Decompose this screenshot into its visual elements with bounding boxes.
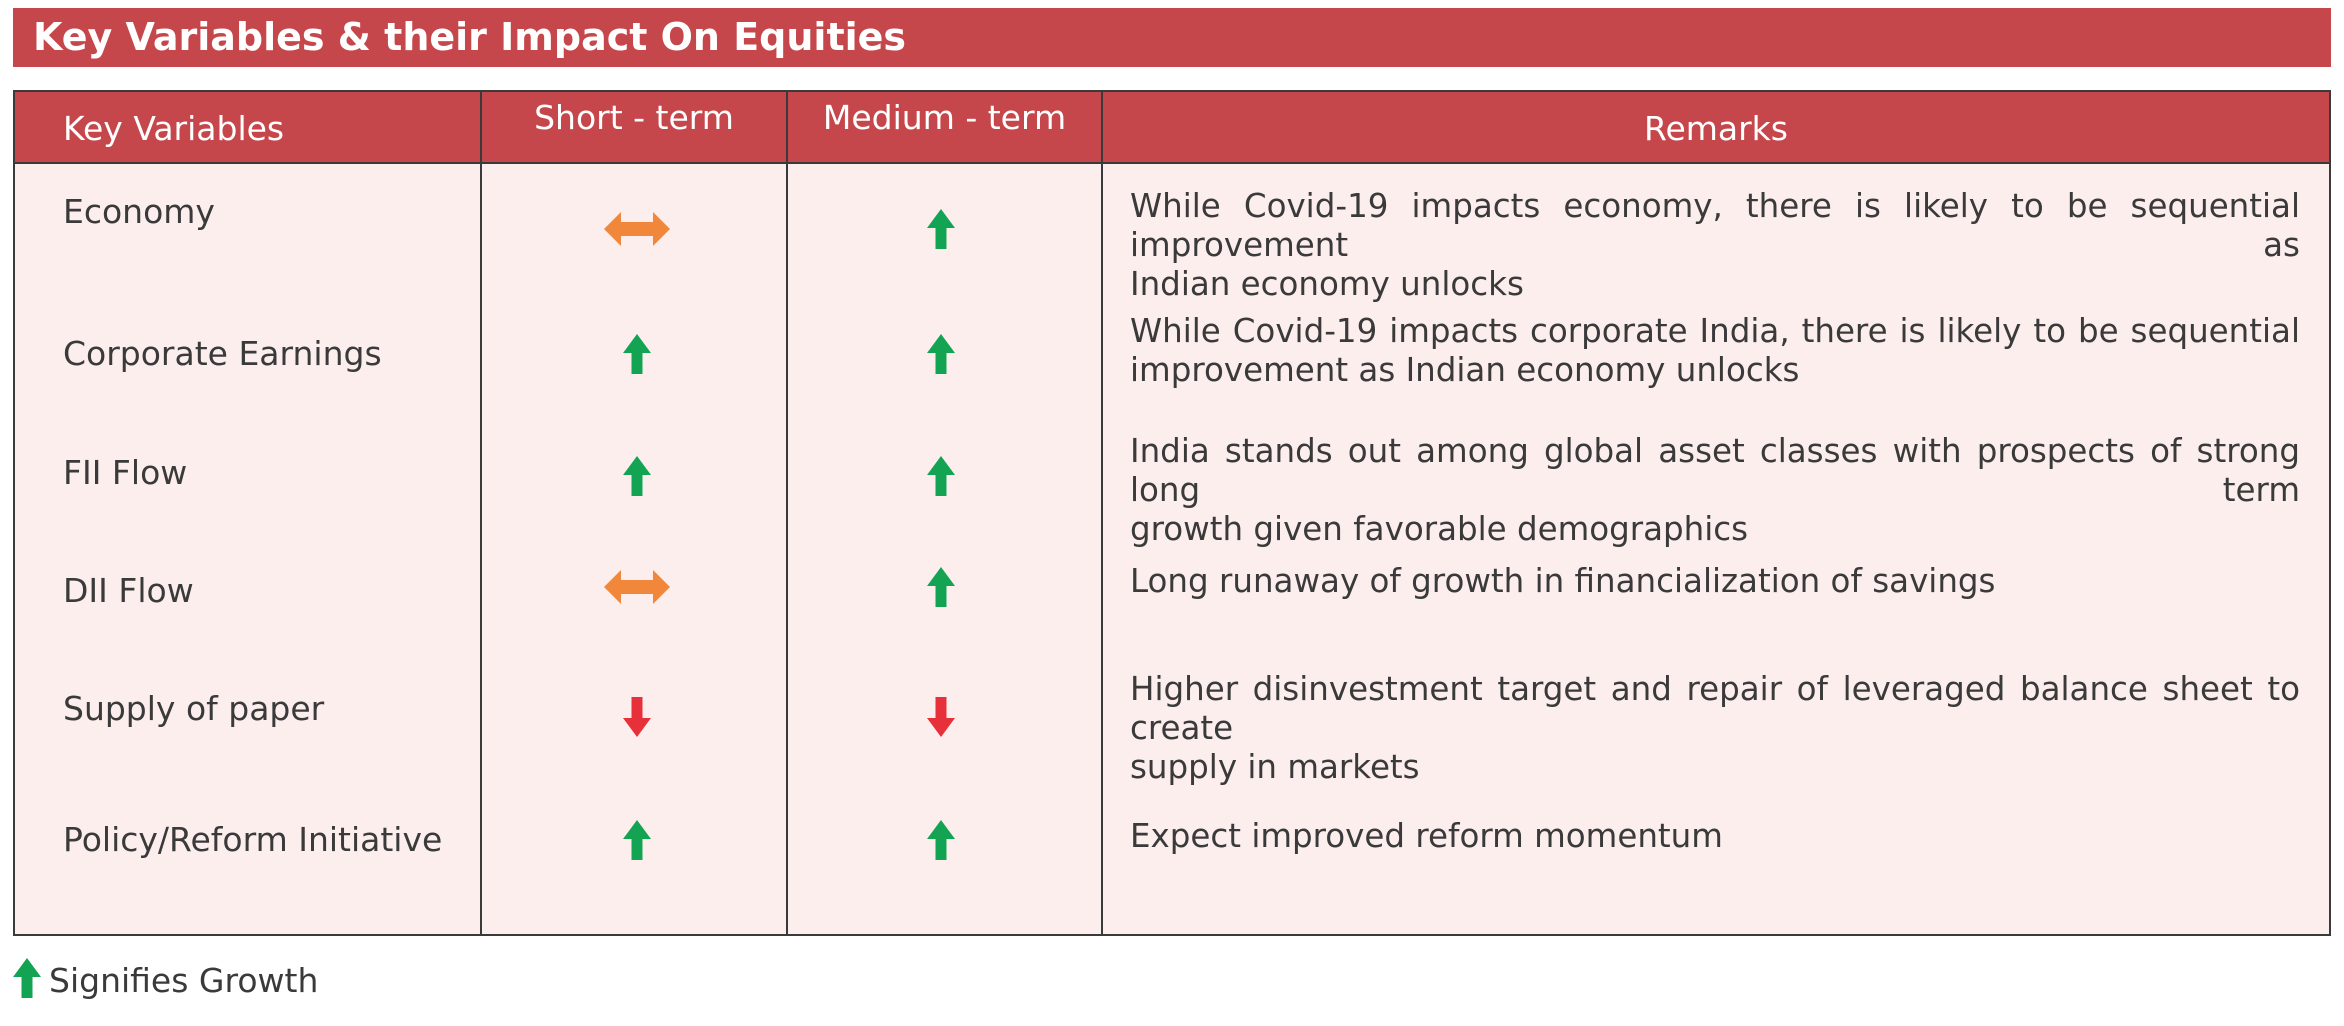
table-header — [15, 92, 2329, 164]
remark-line: Indian economy unlocks — [1130, 265, 1524, 303]
remark-line: Higher disinvestment target and repair o… — [1130, 670, 2300, 747]
row-variable: FII Flow — [63, 453, 188, 492]
column-divider — [786, 92, 788, 934]
row-remark: Higher disinvestment target and repair o… — [1130, 670, 2300, 787]
remark-line: While Covid-19 impacts economy, there is… — [1130, 187, 2300, 264]
row-remark: While Covid-19 impacts economy, there is… — [1130, 187, 2300, 304]
remark-line: Long runaway of growth in financializati… — [1130, 562, 1996, 600]
down-arrow-icon — [623, 697, 651, 741]
up-arrow-icon — [927, 209, 955, 253]
row-remark: Long runaway of growth in financializati… — [1130, 562, 2300, 601]
column-divider — [480, 92, 482, 934]
up-arrow-icon — [623, 334, 651, 378]
row-variable: Policy/Reform Initiative — [63, 820, 443, 859]
row-remark: While Covid-19 impacts corporate India, … — [1130, 312, 2300, 390]
row-variable: DII Flow — [63, 571, 194, 610]
left-right-arrow-icon — [604, 570, 670, 608]
page-title: Key Variables & their Impact On Equities — [13, 8, 2331, 67]
remark-line: improvement as Indian economy unlocks — [1130, 351, 1800, 389]
legend: Signifies Growth — [13, 958, 318, 1002]
up-arrow-icon — [927, 567, 955, 611]
remark-line: Expect improved reform momentum — [1130, 817, 1723, 855]
remark-line: growth given favorable demographics — [1130, 510, 1749, 548]
row-variable: Corporate Earnings — [63, 334, 382, 373]
left-right-arrow-icon — [604, 212, 670, 250]
up-arrow-icon — [13, 958, 41, 1002]
remark-line: India stands out among global asset clas… — [1130, 432, 2300, 509]
up-arrow-icon — [927, 456, 955, 500]
header-remarks: Remarks — [1644, 108, 1788, 148]
header-key-variables: Key Variables — [63, 108, 285, 148]
header-short-term: Short - term — [534, 98, 734, 137]
row-remark: Expect improved reform momentum — [1130, 817, 2300, 856]
header-medium-term: Medium - term — [822, 98, 1067, 137]
up-arrow-icon — [623, 456, 651, 500]
down-arrow-icon — [927, 697, 955, 741]
row-variable: Economy — [63, 192, 215, 231]
legend-text: Signifies Growth — [49, 960, 319, 1000]
up-arrow-icon — [623, 820, 651, 864]
up-arrow-icon — [927, 334, 955, 378]
row-remark: India stands out among global asset clas… — [1130, 432, 2300, 549]
column-divider — [1101, 92, 1103, 934]
impact-table: Key Variables Short - term Medium - term… — [13, 90, 2331, 936]
remark-line: supply in markets — [1130, 748, 1420, 786]
remark-line: While Covid-19 impacts corporate India, … — [1130, 312, 2300, 350]
up-arrow-icon — [927, 820, 955, 864]
row-variable: Supply of paper — [63, 689, 325, 728]
